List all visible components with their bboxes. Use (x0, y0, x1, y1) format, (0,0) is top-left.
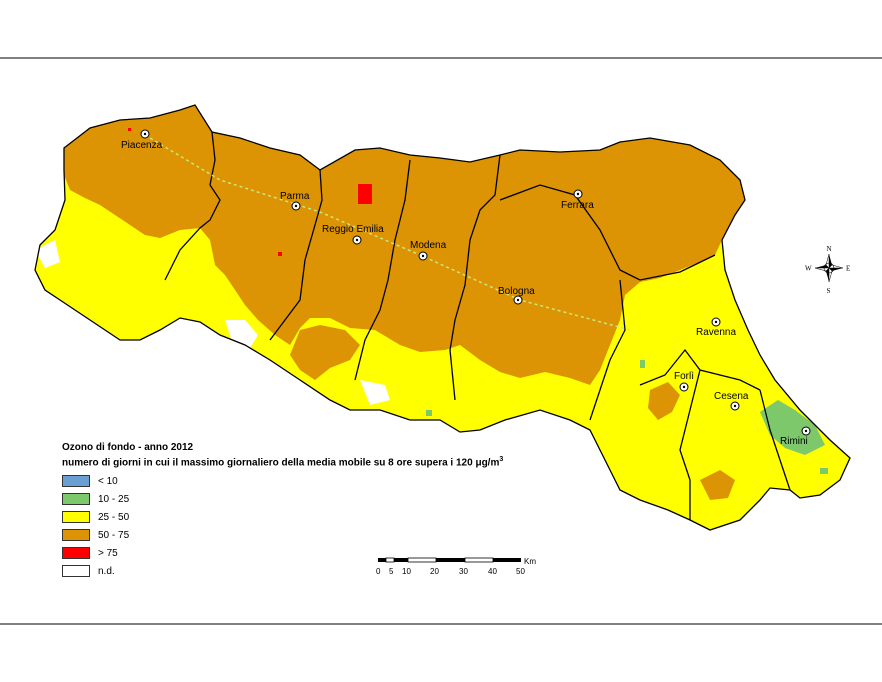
legend-swatch (62, 475, 90, 487)
compass-icon: N S E W (805, 245, 850, 295)
legend-swatch (62, 529, 90, 541)
svg-text:0: 0 (376, 567, 381, 576)
svg-text:Rimini: Rimini (780, 436, 808, 447)
city-rimini: Rimini (780, 426, 811, 447)
city-modena: Modena (410, 240, 447, 261)
svg-text:E: E (846, 265, 850, 273)
legend-item-50-75: 50 - 75 (62, 528, 129, 542)
legend-item-lt10: < 10 (62, 474, 118, 488)
city-piacenza: Piacenza (121, 129, 163, 151)
region-red-dot (278, 252, 282, 256)
svg-text:5: 5 (389, 567, 394, 576)
region-orange-forli (648, 382, 680, 420)
region-red-patch (358, 184, 372, 204)
region-nd-west (35, 240, 60, 268)
region-orange-cesena (700, 470, 735, 500)
svg-text:S: S (827, 287, 831, 295)
region-green-rimini (760, 400, 825, 455)
svg-text:Bologna: Bologna (498, 286, 535, 297)
legend-swatch (62, 511, 90, 523)
province-boundaries (34, 104, 851, 531)
svg-text:Parma: Parma (280, 191, 310, 202)
legend-swatch (62, 565, 90, 577)
city-ravenna: Ravenna (696, 317, 736, 338)
city-parma: Parma (280, 191, 310, 211)
svg-text:10: 10 (402, 567, 411, 576)
region-orange (64, 105, 745, 385)
svg-text:40: 40 (488, 567, 497, 576)
region-orange-hills (290, 325, 360, 380)
svg-text:Ferrara: Ferrara (561, 200, 594, 211)
svg-text:Km: Km (524, 557, 536, 566)
svg-text:50: 50 (516, 567, 525, 576)
region-red-dot2 (128, 128, 131, 131)
legend-title: Ozono di fondo - anno 2012 (62, 442, 194, 453)
legend-subtitle: numero di giorni in cui il massimo giorn… (62, 456, 504, 469)
highway-line (144, 134, 631, 331)
legend-item-gt75: > 75 (62, 546, 118, 560)
scale-bar: 0 5 10 20 30 40 50 Km (376, 557, 536, 576)
legend-item-nd: n.d. (62, 564, 115, 578)
svg-text:Ravenna: Ravenna (696, 327, 736, 338)
svg-text:Reggio Emilia: Reggio Emilia (322, 224, 384, 235)
svg-text:30: 30 (459, 567, 468, 576)
region-green-dot (820, 468, 828, 474)
legend-swatch (62, 493, 90, 505)
svg-text:20: 20 (430, 567, 439, 576)
legend-swatch (62, 547, 90, 559)
region-blue-dot (426, 410, 432, 416)
svg-text:W: W (805, 265, 812, 273)
legend-item-25-50: 25 - 50 (62, 510, 129, 524)
svg-text:Forlì: Forlì (674, 371, 694, 382)
city-ferrara: Ferrara (561, 189, 594, 211)
svg-text:N: N (827, 245, 832, 253)
region-nd-south2 (360, 380, 390, 405)
city-forli: Forlì (674, 371, 694, 392)
city-bologna: Bologna (498, 286, 535, 305)
city-reggio-emilia: Reggio Emilia (322, 224, 384, 245)
svg-text:Modena: Modena (410, 240, 447, 251)
legend-item-10-25: 10 - 25 (62, 492, 129, 506)
svg-text:Piacenza: Piacenza (121, 140, 163, 151)
region-green-dot2 (640, 360, 645, 368)
city-cesena: Cesena (714, 391, 749, 411)
svg-text:Cesena: Cesena (714, 391, 749, 402)
